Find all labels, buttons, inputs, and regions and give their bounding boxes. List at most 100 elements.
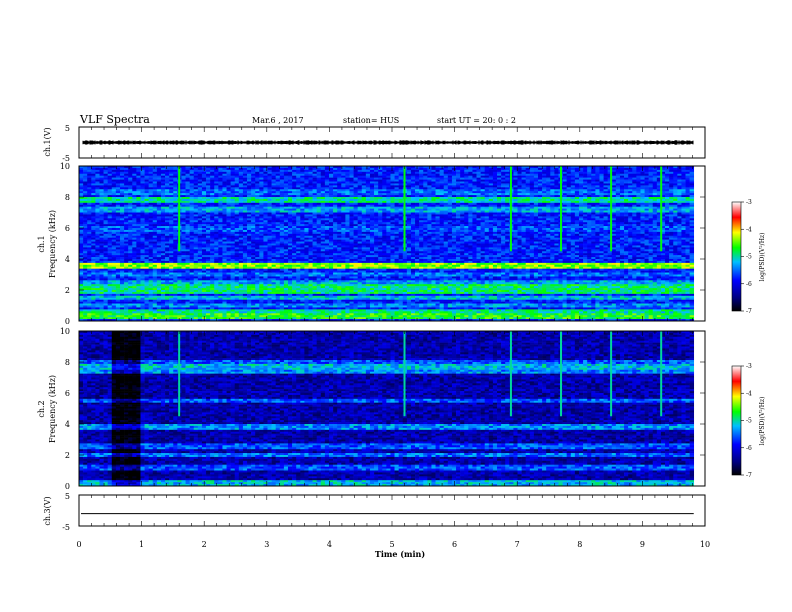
spectrogram-cell [288,255,293,258]
spectrogram-cell [247,295,252,299]
spectrogram-cell [99,212,104,215]
spectrogram-cell [132,301,137,304]
spectrogram-cell [292,185,297,188]
spectrogram-cell [214,255,219,258]
spectrogram-cell [115,218,121,221]
spectrogram-cell [259,317,264,320]
spectrogram-cell [267,191,272,194]
spectrogram-cell [160,183,166,186]
spectrogram-cell [279,233,285,237]
spectrogram-cell [165,247,170,250]
spectrogram-cell [136,297,141,300]
spectrogram-cell [160,239,166,242]
spectrogram-cell [91,264,96,268]
spectrogram-cell [283,214,289,217]
spectrogram-cell [210,245,215,248]
spectrogram-cell [156,317,162,320]
spectrogram-cell [242,212,248,215]
spectrogram-cell [111,284,117,287]
spectrogram-cell [247,187,252,190]
spectrogram-cell [91,235,96,238]
spectrogram-cell [283,255,289,258]
spectrogram-cell [128,177,133,180]
spectrogram-cell [230,295,236,299]
spectrogram-cell [124,197,129,200]
spectrogram-cell [226,233,231,237]
spectrogram-cell [99,270,104,273]
spectrogram-cell [222,268,227,271]
spectrogram-cell [185,299,190,302]
spectrogram-cell [148,288,154,291]
spectrogram-cell [271,280,277,283]
spectrogram-cell [279,212,285,215]
spectrogram-cell [279,249,285,252]
spectrogram-cell [242,286,248,289]
spectrogram-cell [107,200,113,204]
spectrogram-cell [115,260,121,264]
spectrogram-cell [144,206,149,209]
spectrogram-cell [226,195,231,198]
spectrogram-cell [283,309,289,312]
spectrogram-cell [79,305,84,308]
spectrogram-cell [83,233,88,237]
spectrogram-cell [238,272,244,275]
spectrogram-cell [79,249,84,252]
spectrogram-cell [87,200,92,204]
spectrogram-cell [128,274,133,277]
spectrogram-cell [222,224,227,227]
spectrogram-cell [99,167,104,171]
spectrogram-cell [144,266,149,269]
spectrogram-cell [226,303,231,306]
spectrogram-cell [218,166,223,169]
spectrogram-cell [197,216,203,219]
spectrogram-cell [95,233,100,237]
spectrogram-cell [247,166,252,169]
spectrogram-cell [197,311,203,314]
spectrogram-cell [189,247,195,250]
spectrogram-cell [119,175,125,178]
spectrogram-cell [136,235,141,238]
spectrogram-cell [124,191,129,194]
spectrogram-cell [201,307,207,310]
spectrogram-cell [279,259,285,262]
spectrogram-cell [148,187,154,190]
spectrogram-cell [197,189,203,192]
spectrogram-cell [247,301,252,304]
spectrogram-cell [234,251,240,254]
spectrogram-cell [95,220,100,223]
spectrogram-cell [242,218,248,221]
spectrogram-cell [242,187,248,190]
spectrogram-cell [279,216,285,219]
spectrogram-cell [210,290,215,293]
spectrogram-cell [189,253,195,256]
spectrogram-cell [251,241,256,244]
spectrogram-cell [238,313,244,316]
spectrogram-cell [169,266,174,269]
spectrogram-cell [279,222,285,225]
spectrogram-cell [197,197,203,200]
spectrogram-cell [169,276,174,279]
spectrogram-cell [230,309,236,312]
spectrogram-cell [267,189,272,192]
spectrogram-cell [169,237,174,240]
spectrogram-cell [271,297,277,300]
spectrogram-cell [226,282,231,285]
spectrogram-cell [251,319,256,322]
spectrogram-cell [189,191,195,194]
spectrogram-cell [119,181,125,184]
spectrogram-cell [267,313,272,316]
spectrogram-cell [111,231,117,235]
spectrogram-cell [296,191,301,194]
spectrogram-cell [263,299,268,302]
spectrogram-cell [242,288,248,291]
spectrogram-cell [193,177,199,180]
spectrogram-cell [156,313,162,316]
spectrogram-cell [79,208,84,211]
spectrogram-cell [214,179,219,182]
spectrogram-cell [124,307,129,310]
spectrogram-cell [83,319,88,322]
spectrogram-cell [95,291,100,295]
spectrogram-cell [242,307,248,310]
spectrogram-cell [160,290,166,293]
spectrogram-cell [185,179,190,182]
